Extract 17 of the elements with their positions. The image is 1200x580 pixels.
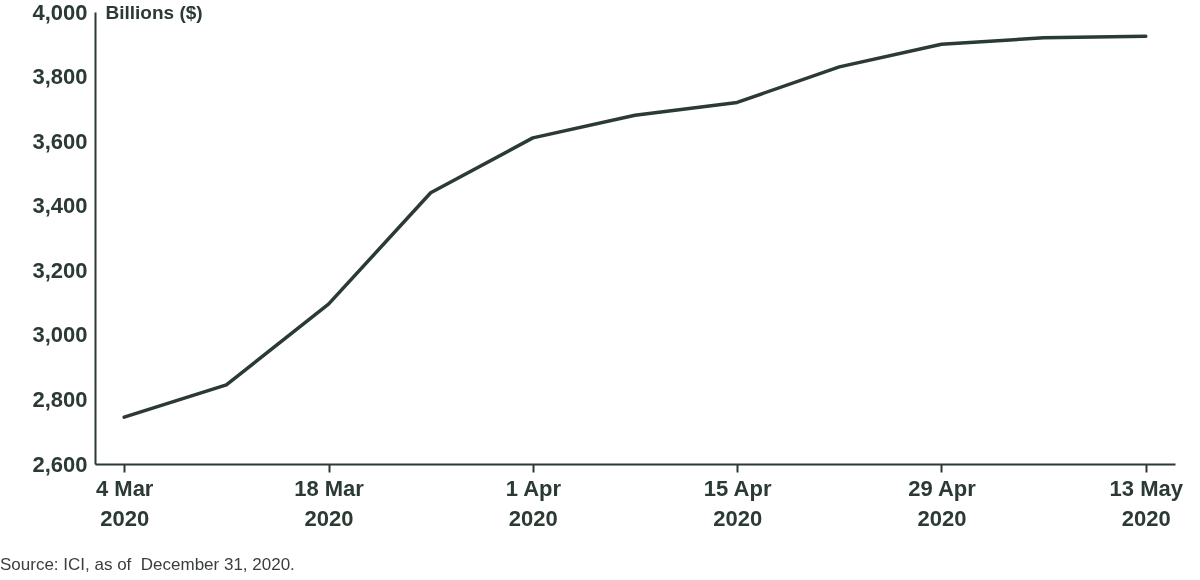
y-tick-label: 2,600 — [32, 451, 88, 477]
source-note: Source: ICI, as of December 31, 2020. — [0, 555, 295, 575]
y-tick-label: 2,800 — [32, 386, 88, 412]
line-series — [122, 34, 1148, 419]
y-tick-label: 4,000 — [32, 0, 88, 25]
y-axis-title: Billions ($) — [105, 1, 203, 23]
y-tick-label: 3,600 — [32, 128, 88, 154]
x-tick-label: 1 Apr 2020 — [505, 475, 562, 531]
x-tick-label: 18 Mar 2020 — [294, 475, 365, 531]
y-tick-label: 3,400 — [32, 193, 88, 219]
y-tick-label: 3,000 — [32, 322, 88, 348]
x-tick-label: 13 May 2020 — [1109, 475, 1184, 531]
y-tick-label: 3,800 — [32, 64, 88, 90]
x-tick-label: 4 Mar 2020 — [95, 475, 154, 531]
y-tick-label: 3,200 — [32, 257, 88, 283]
x-tick-label: 15 Apr 2020 — [703, 475, 772, 531]
x-tick-label: 29 Apr 2020 — [908, 475, 977, 531]
